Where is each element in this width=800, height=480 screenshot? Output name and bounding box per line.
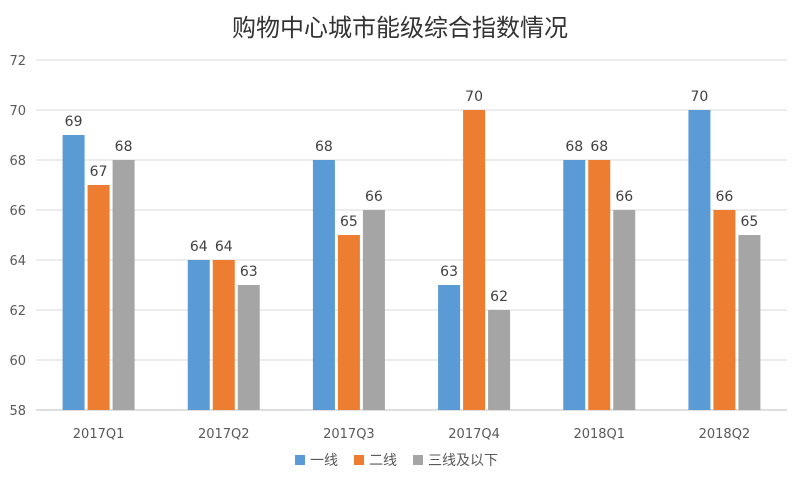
x-tick-label: 2018Q2 [699,427,751,442]
y-tick-label: 62 [9,304,26,319]
bar [688,110,711,410]
legend-label: 一线 [310,453,338,469]
bar [613,210,636,410]
bar [463,110,486,410]
gridlines [36,59,787,411]
bar [438,285,461,410]
bar [588,160,611,410]
data-label: 68 [115,139,133,155]
x-tick-label: 2018Q1 [573,427,625,442]
chart-title: 购物中心城市能级综合指数情况 [232,14,568,42]
data-label: 70 [691,89,709,105]
data-label: 63 [240,264,258,280]
bar [362,210,385,410]
data-labels: 69 67 68 64 64 63 68 65 66 63 70 62 68 68 66 70 66 65 [65,89,759,305]
bars [62,110,761,410]
legend-label: 二线 [369,453,397,469]
bar [337,235,360,410]
data-label: 64 [215,239,233,255]
x-tick-label: 2017Q3 [323,427,375,442]
y-tick-label: 68 [9,154,26,169]
data-label: 68 [565,139,583,155]
x-axis-ticks: 2017Q1 2017Q2 2017Q3 2017Q4 2018Q1 2018Q2 [73,427,750,442]
data-label: 62 [490,289,508,305]
data-label: 67 [90,164,108,180]
y-axis-ticks: 58 60 62 64 66 68 70 72 [9,54,26,419]
data-label: 70 [465,89,483,105]
y-tick-label: 64 [9,254,26,269]
bar [212,260,235,410]
x-tick-label: 2017Q2 [198,427,250,442]
legend-swatch [354,455,364,465]
legend-swatch [295,455,305,465]
data-label: 69 [65,114,83,130]
bar [112,160,135,410]
x-tick-label: 2017Q1 [73,427,125,442]
bar [237,285,260,410]
legend-swatch [413,455,423,465]
data-label: 66 [615,189,633,205]
x-tick-label: 2017Q4 [448,427,500,442]
bar [62,135,85,410]
data-label: 68 [315,139,333,155]
data-label: 68 [590,139,608,155]
legend-label: 三线及以下 [428,453,498,469]
bar [187,260,210,410]
data-label: 63 [440,264,458,280]
data-label: 65 [340,214,358,230]
bar [312,160,335,410]
bar [738,235,761,410]
data-label: 66 [365,189,383,205]
bar [488,310,511,410]
data-label: 66 [716,189,734,205]
bar [87,185,110,410]
y-tick-label: 72 [9,54,26,69]
y-tick-label: 66 [9,204,26,219]
data-label: 65 [741,214,759,230]
bar [563,160,586,410]
bar [713,210,736,410]
y-tick-label: 60 [9,354,26,369]
data-label: 64 [190,239,208,255]
y-tick-label: 58 [9,404,26,419]
y-tick-label: 70 [9,104,26,119]
legend: 一线 二线 三线及以下 [295,453,498,469]
